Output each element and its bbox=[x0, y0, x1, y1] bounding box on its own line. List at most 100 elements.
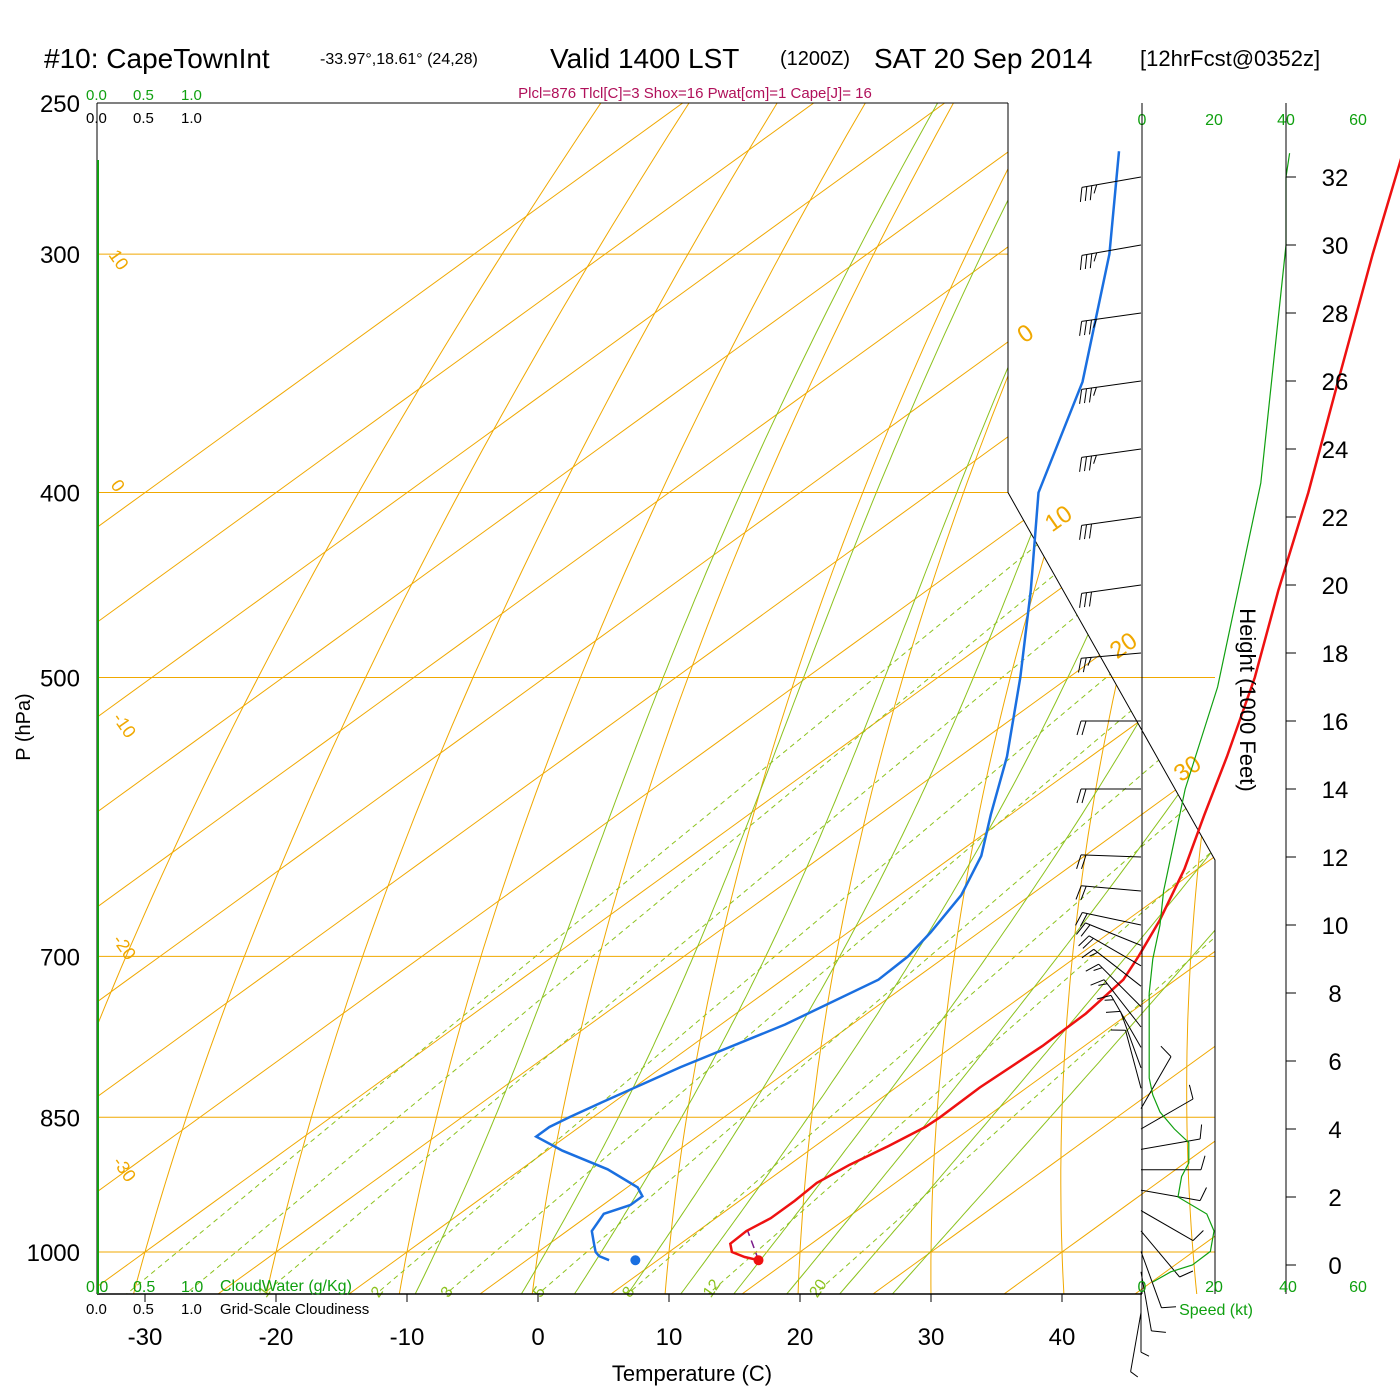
cloudwater-tick: 1.0 bbox=[181, 87, 202, 104]
mixing-ratio-line bbox=[799, 492, 1215, 1294]
moist-adiabat bbox=[407, 103, 958, 1294]
barb-feather bbox=[1081, 854, 1087, 870]
moist-adiabat bbox=[827, 103, 1215, 1294]
barb-feather bbox=[1081, 948, 1094, 959]
isotherm bbox=[97, 103, 1123, 1294]
barb-shaft bbox=[1081, 584, 1142, 594]
height-axis-title: Height (1000 Feet) bbox=[1235, 608, 1260, 791]
isotherm-label: 0 bbox=[1012, 319, 1038, 349]
barb-feather bbox=[1093, 184, 1098, 194]
mixing-ratio-label: 3 bbox=[438, 1284, 457, 1301]
wind-barb bbox=[1079, 448, 1142, 472]
height-tick-label: 28 bbox=[1322, 301, 1349, 328]
barb-feather bbox=[1084, 254, 1088, 270]
mixing-ratio-line bbox=[429, 492, 1215, 1294]
barb-feather bbox=[1089, 319, 1092, 335]
barb-shaft bbox=[1081, 516, 1142, 526]
barb-feather bbox=[1089, 387, 1092, 403]
pressure-tick-label: 300 bbox=[40, 242, 80, 269]
barb-feather bbox=[1084, 186, 1088, 202]
isotherm bbox=[297, 103, 1215, 1294]
x-tick-label: 0 bbox=[531, 1324, 544, 1351]
wind-barb bbox=[1078, 935, 1142, 967]
barb-shaft bbox=[1140, 1189, 1201, 1202]
x-tick-label: 20 bbox=[787, 1324, 814, 1351]
barb-feather bbox=[1080, 924, 1091, 937]
barb-feather bbox=[1089, 591, 1092, 607]
height-tick-label: 10 bbox=[1322, 913, 1349, 940]
cloudiness-tick: 0.5 bbox=[133, 110, 154, 127]
cloudwater-tick: 0.0 bbox=[86, 87, 107, 104]
height-tick-label: 14 bbox=[1322, 777, 1349, 804]
barb-feather bbox=[1084, 524, 1087, 540]
barb-feather bbox=[1075, 885, 1082, 900]
moist-adiabat bbox=[879, 103, 1215, 1294]
mixing-ratio-line bbox=[109, 492, 1102, 1294]
wind-barbs bbox=[1075, 176, 1207, 1378]
dry-adiabat bbox=[1186, 103, 1215, 1294]
height-tick-label: 30 bbox=[1322, 233, 1349, 260]
barb-shaft bbox=[1085, 922, 1142, 946]
barb-feather bbox=[1076, 922, 1086, 935]
barb-shaft bbox=[1140, 1056, 1172, 1109]
height-tick-label: 0 bbox=[1328, 1253, 1341, 1280]
y-axis-title: P (hPa) bbox=[13, 693, 35, 760]
x-tick-label: -10 bbox=[390, 1324, 425, 1351]
barb-feather bbox=[1140, 1351, 1150, 1357]
barb-shaft bbox=[1082, 912, 1142, 926]
isotherm-label: 20 bbox=[1105, 627, 1142, 664]
wind-barb bbox=[1140, 1045, 1172, 1109]
isotherm-lines bbox=[97, 103, 1215, 1294]
barb-feather bbox=[1160, 1045, 1172, 1057]
mixing-ratio-label: 2 bbox=[368, 1284, 387, 1301]
mixing-ratio-line bbox=[611, 492, 1215, 1294]
barb-feather bbox=[1079, 187, 1083, 202]
barb-feather bbox=[1090, 979, 1105, 986]
barb-feather bbox=[1079, 389, 1083, 404]
barb-feather bbox=[1199, 1187, 1207, 1201]
barb-feather bbox=[1075, 912, 1083, 926]
pressure-tick-label: 700 bbox=[40, 944, 80, 971]
x-tick-label: -20 bbox=[259, 1324, 294, 1351]
barb-feather bbox=[1093, 455, 1097, 464]
x-tick-label: 10 bbox=[656, 1324, 683, 1351]
sounding-profiles bbox=[533, 151, 1400, 1266]
barb-shaft bbox=[1081, 244, 1142, 256]
wind-barb bbox=[1141, 1155, 1206, 1171]
mixing-ratio-line bbox=[359, 492, 1215, 1294]
wind-barb bbox=[1130, 1312, 1142, 1378]
barb-feather bbox=[1082, 657, 1087, 673]
wind-barb bbox=[1075, 885, 1142, 900]
height-tick-label: 32 bbox=[1322, 165, 1349, 192]
barb-feather bbox=[1096, 994, 1112, 1000]
speed-tick: 60 bbox=[1349, 112, 1367, 129]
wind-barb bbox=[1096, 994, 1142, 1048]
cloudiness-tick: 1.0 bbox=[181, 1301, 202, 1318]
pressure-tick-label: 1000 bbox=[27, 1240, 80, 1267]
moist-adiabat bbox=[512, 103, 1076, 1294]
wind-barb bbox=[1090, 979, 1142, 1028]
height-tick-label: 12 bbox=[1322, 845, 1349, 872]
wind-barb bbox=[1140, 1292, 1150, 1357]
barb-feather bbox=[1079, 913, 1088, 927]
wind-barb bbox=[1140, 1271, 1166, 1333]
dry-adiabat bbox=[392, 103, 876, 1294]
parcel-trace bbox=[746, 1230, 760, 1261]
speed-tick: 40 bbox=[1279, 1279, 1297, 1296]
barb-feather bbox=[1104, 999, 1114, 1001]
wind-barb bbox=[1079, 244, 1142, 270]
barb-feather bbox=[1089, 253, 1093, 269]
height-tick-label: 26 bbox=[1322, 369, 1349, 396]
wind-barb bbox=[1079, 176, 1142, 202]
pressure-tick-label: 400 bbox=[40, 481, 80, 508]
barb-feather bbox=[1093, 387, 1097, 396]
x-tick-label: -30 bbox=[128, 1324, 163, 1351]
speed-scale-bottom: 0 20 40 60 Speed (kt) bbox=[1138, 1279, 1367, 1319]
dry-adiabat bbox=[258, 103, 788, 1294]
speed-scale-top: 0 20 40 60 bbox=[1138, 112, 1367, 129]
barb-feather bbox=[1076, 720, 1082, 736]
wind-barb bbox=[1140, 1230, 1194, 1278]
dry-adiabat bbox=[930, 103, 1215, 1294]
isotherm-label: 10 bbox=[105, 246, 133, 274]
